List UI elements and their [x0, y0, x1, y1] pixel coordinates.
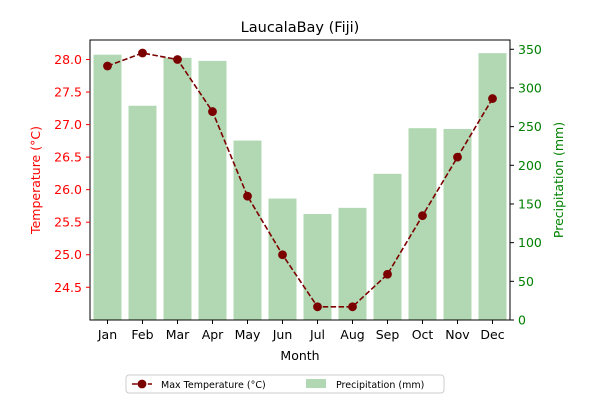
- x-tick-label: Jun: [272, 327, 293, 342]
- precip-bar-jan: [93, 54, 122, 320]
- y-left-tick-label: 27.0: [54, 117, 82, 132]
- temperature-point-aug: [348, 302, 357, 312]
- precip-bar-may: [233, 140, 262, 320]
- y-axis-left-label: Temperature (°C): [28, 126, 43, 235]
- chart-title: LaucalaBay (Fiji): [241, 20, 360, 36]
- precip-bar-apr: [198, 60, 227, 321]
- legend: Max Temperature (°C) Precipitation (mm): [125, 374, 445, 394]
- x-tick-label: Jul: [309, 327, 325, 342]
- x-tick-label: Nov: [445, 327, 470, 342]
- y-left-tick-label: 27.5: [54, 85, 82, 100]
- temperature-point-apr: [208, 107, 217, 116]
- y-left-tick-label: 28.0: [54, 52, 82, 67]
- y-axis-right-label: Precipitation (mm): [551, 122, 566, 238]
- temperature-point-jan: [103, 61, 112, 71]
- y-right-tick-label: 350: [518, 42, 542, 57]
- plot-frame: [89, 39, 511, 321]
- y-right-tick-label: 200: [518, 158, 542, 173]
- temperature-point-mar: [173, 55, 182, 64]
- temperature-point-sep: [383, 269, 392, 279]
- legend-marker-swatch: [137, 379, 147, 389]
- temperature-point-nov: [453, 152, 462, 162]
- temperature-point-oct: [418, 211, 427, 221]
- y-left-tick-label: 26.5: [54, 150, 82, 165]
- precip-bar-feb: [128, 105, 157, 321]
- y-right-tick-label: 150: [518, 196, 542, 211]
- legend-box: [125, 374, 445, 394]
- x-tick-label: Feb: [131, 327, 153, 342]
- y-right-tick-label: 50: [518, 274, 534, 289]
- line-layer: [103, 48, 497, 312]
- y-left-tick-label: 25.0: [54, 247, 82, 262]
- x-tick-label: Aug: [340, 327, 364, 342]
- y-right-tick-label: 100: [518, 235, 542, 250]
- y-right-tick-label: 300: [518, 80, 542, 95]
- x-tick-label: Apr: [202, 327, 224, 342]
- precip-bar-aug: [338, 207, 367, 320]
- temperature-point-jun: [278, 250, 287, 260]
- x-tick-label: Jan: [97, 327, 117, 342]
- bars-layer: [93, 53, 507, 321]
- temperature-point-feb: [138, 48, 147, 58]
- y-left-tick-label: 25.5: [54, 215, 82, 230]
- temperature-line: [107, 52, 494, 308]
- y-right-tick-label: 250: [518, 119, 542, 134]
- precip-bar-oct: [408, 128, 437, 320]
- precip-bar-mar: [163, 57, 192, 321]
- temperature-point-dec: [488, 94, 497, 103]
- x-tick-label: Sep: [376, 327, 400, 342]
- x-tick-label: May: [235, 327, 261, 342]
- temperature-point-may: [243, 191, 252, 201]
- legend-label-temperature: Max Temperature (°C): [161, 380, 266, 391]
- x-tick-label: Oct: [412, 327, 434, 342]
- precip-bar-jul: [303, 214, 332, 320]
- precip-bar-sep: [373, 173, 402, 320]
- precip-bar-dec: [478, 53, 507, 320]
- y-left-tick-label: 24.5: [54, 280, 82, 295]
- y-right-tick-label: 0: [518, 313, 526, 328]
- temperature-point-jul: [313, 302, 322, 312]
- x-tick-label: Mar: [166, 327, 190, 342]
- x-tick-label: Dec: [480, 327, 504, 342]
- legend-label-precipitation: Precipitation (mm): [336, 380, 424, 391]
- legend-bar-swatch: [306, 379, 326, 388]
- x-axis-label: Month: [280, 348, 319, 363]
- axes-layer: Jan Feb Mar Apr May Jun Jul Aug Sep Oct Nov Dec 24.5…: [54, 39, 542, 342]
- y-left-tick-label: 26.0: [54, 182, 82, 197]
- precip-bar-jun: [268, 198, 297, 320]
